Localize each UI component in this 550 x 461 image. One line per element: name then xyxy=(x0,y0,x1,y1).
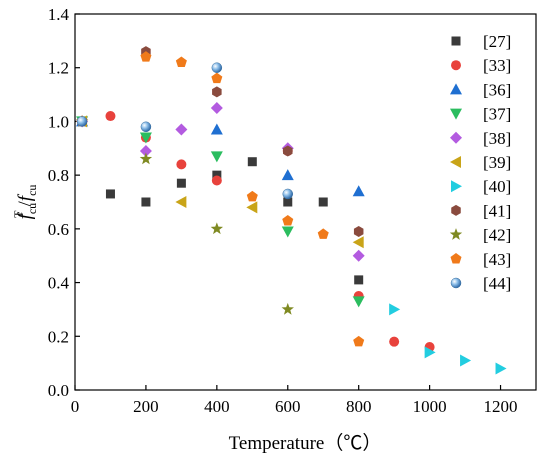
point-series-8 xyxy=(212,86,222,98)
legend-label: [41] xyxy=(483,201,511,220)
axis-ticks: 0 200 400 600 800 1000 1200 0.0 0.2 0.4 0.6 0.8 1.0 1… xyxy=(48,5,518,416)
legend-label: [37] xyxy=(483,105,511,124)
point-series-6 xyxy=(175,196,187,208)
point-series-10 xyxy=(211,72,223,84)
point-series-7 xyxy=(495,362,507,375)
legend-marker xyxy=(451,36,461,46)
legend-marker xyxy=(449,228,463,240)
point-series-5 xyxy=(175,123,188,136)
x-tick-label: 600 xyxy=(275,397,301,416)
point-series-10 xyxy=(175,56,187,68)
point-series-8 xyxy=(283,145,293,157)
point-series-10 xyxy=(353,335,365,347)
point-series-1 xyxy=(354,275,364,285)
x-tick-label: 1000 xyxy=(413,397,447,416)
y-tick-label: 0.4 xyxy=(48,274,70,293)
legend-label: [38] xyxy=(483,129,511,148)
y-tick-label: 0.0 xyxy=(48,381,69,400)
legend-label: [39] xyxy=(483,153,511,172)
y-axis-label: fcuT/fcu xyxy=(11,185,39,220)
point-series-4 xyxy=(281,226,294,238)
point-series-1 xyxy=(176,178,186,188)
point-series-9 xyxy=(139,152,153,165)
point-series-3 xyxy=(281,169,294,181)
data-points xyxy=(75,46,507,375)
legend-marker xyxy=(450,131,462,144)
y-tick-label: 1.2 xyxy=(48,59,69,78)
legend-label: [40] xyxy=(483,177,511,196)
point-series-10 xyxy=(246,190,258,202)
point-series-9 xyxy=(210,222,224,235)
point-series-2 xyxy=(389,336,400,347)
y-tick-label: 0.6 xyxy=(48,220,69,239)
point-series-1 xyxy=(318,197,328,207)
point-series-7 xyxy=(389,303,401,316)
point-series-3 xyxy=(210,123,223,135)
point-series-6 xyxy=(352,236,364,249)
legend-marker xyxy=(450,83,462,95)
legend: [27] [33] [36] [37] [38] [39] [40] [41] [42] [43]… xyxy=(449,32,511,293)
point-series-3 xyxy=(352,185,365,197)
point-series-1 xyxy=(212,170,222,180)
point-series-11 xyxy=(76,116,88,127)
y-tick-label: 1.0 xyxy=(48,112,69,131)
plot-frame xyxy=(74,13,537,391)
x-tick-label: 200 xyxy=(133,397,159,416)
legend-marker xyxy=(451,60,461,71)
point-series-9 xyxy=(281,302,294,315)
point-series-2 xyxy=(176,159,187,170)
point-series-4 xyxy=(139,132,152,144)
point-series-5 xyxy=(352,249,365,262)
point-series-2 xyxy=(105,111,116,122)
legend-label: [43] xyxy=(483,250,511,269)
point-series-10 xyxy=(140,51,152,62)
legend-marker xyxy=(450,108,462,120)
point-series-11 xyxy=(211,62,223,73)
point-series-10 xyxy=(282,215,294,226)
point-series-1 xyxy=(105,189,115,199)
legend-label: [27] xyxy=(483,32,511,51)
x-tick-label: 800 xyxy=(346,397,372,416)
point-series-4 xyxy=(210,151,223,163)
y-tick-label: 0.2 xyxy=(48,327,69,346)
legend-label: [33] xyxy=(483,56,511,75)
y-tick-label: 0.8 xyxy=(48,166,69,185)
point-series-8 xyxy=(353,226,364,238)
x-axis-label: Temperature（℃） xyxy=(229,432,382,454)
legend-label: [36] xyxy=(483,80,511,99)
legend-marker xyxy=(450,156,461,168)
point-series-1 xyxy=(283,197,293,207)
point-series-7 xyxy=(424,346,436,359)
point-series-6 xyxy=(246,201,258,214)
point-series-7 xyxy=(460,354,472,367)
point-series-5 xyxy=(139,144,152,157)
point-series-11 xyxy=(282,188,294,200)
point-series-2 xyxy=(211,175,222,186)
point-series-11 xyxy=(140,121,152,133)
legend-label: [42] xyxy=(483,226,511,245)
legend-marker xyxy=(450,277,462,289)
x-tick-label: 1200 xyxy=(484,397,518,416)
legend-marker xyxy=(451,180,462,193)
x-tick-label: 0 xyxy=(71,397,80,416)
x-tick-label: 400 xyxy=(204,397,230,416)
legend-marker xyxy=(451,204,461,216)
point-series-4 xyxy=(352,296,365,308)
y-tick-label: 1.4 xyxy=(48,5,70,24)
legend-marker xyxy=(450,253,462,264)
point-series-10 xyxy=(317,228,329,239)
point-series-1 xyxy=(247,157,257,167)
point-series-5 xyxy=(210,102,223,114)
point-series-1 xyxy=(141,197,151,207)
legend-label: [44] xyxy=(483,274,511,293)
